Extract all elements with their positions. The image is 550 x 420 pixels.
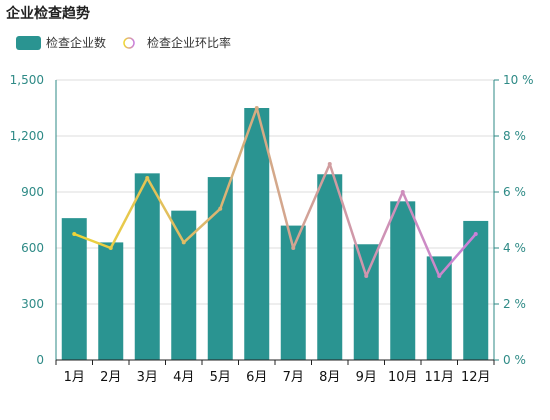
legend-line-swatch xyxy=(116,36,143,49)
x-tick-label: 4月 xyxy=(173,370,194,385)
y-left-tick-label: 300 xyxy=(21,297,44,311)
legend-item-line[interactable]: 检查企业环比率 xyxy=(116,34,231,51)
legend-item-bar[interactable]: 检查企业数 xyxy=(16,34,106,51)
y-right-tick-label: 10 % xyxy=(503,73,534,87)
bar xyxy=(244,108,270,360)
x-tick-label: 12月 xyxy=(461,370,491,385)
bar xyxy=(317,174,343,360)
y-right-tick-label: 2 % xyxy=(503,297,526,311)
y-left-tick-label: 1,200 xyxy=(10,129,44,143)
legend-bar-label: 检查企业数 xyxy=(46,36,107,50)
x-tick-label: 2月 xyxy=(100,370,121,385)
line-point xyxy=(145,176,150,180)
line-point xyxy=(327,162,332,166)
bar xyxy=(207,177,233,360)
line-series xyxy=(73,106,477,278)
x-tick-label: 7月 xyxy=(283,370,304,385)
legend-line-label: 检查企业环比率 xyxy=(147,36,232,50)
line-point xyxy=(400,190,405,194)
y-right-tick-label: 8 % xyxy=(503,129,526,143)
y-left-tick-label: 1,500 xyxy=(10,73,44,87)
y-left-tick-label: 900 xyxy=(21,185,44,199)
y-left-tick-label: 600 xyxy=(21,241,44,255)
bar xyxy=(61,218,87,360)
line-point xyxy=(72,232,77,236)
x-tick-label: 10月 xyxy=(388,370,418,385)
bar xyxy=(353,244,379,360)
line-point xyxy=(108,246,113,250)
bar xyxy=(98,242,124,360)
line-point xyxy=(181,240,186,245)
line-point xyxy=(364,274,369,278)
x-tick-label: 8月 xyxy=(319,370,340,385)
line-point xyxy=(254,106,259,110)
bar xyxy=(390,201,416,360)
legend-bar-swatch xyxy=(16,35,41,50)
bar xyxy=(134,173,160,360)
bar xyxy=(463,220,489,360)
legend: 检查企业数 检查企业环比率 xyxy=(16,34,241,51)
x-tick-label: 6月 xyxy=(246,370,267,385)
y-right-tick-label: 6 % xyxy=(503,185,526,199)
x-tick-label: 3月 xyxy=(137,370,158,385)
x-tick-label: 11月 xyxy=(424,370,454,385)
y-right-tick-label: 0 % xyxy=(503,353,526,367)
x-tick-label: 9月 xyxy=(356,370,377,385)
bar xyxy=(426,256,452,360)
y-right-tick-label: 4 % xyxy=(503,241,526,255)
line-point xyxy=(437,274,442,278)
line-point xyxy=(291,246,296,250)
x-tick-label: 1月 xyxy=(64,370,85,385)
x-tick-label: 5月 xyxy=(210,370,231,385)
y-left-tick-label: 0 xyxy=(36,353,44,367)
chart-title: 企业检查趋势 xyxy=(6,6,90,22)
line-point xyxy=(218,206,223,211)
line-point xyxy=(473,232,478,236)
